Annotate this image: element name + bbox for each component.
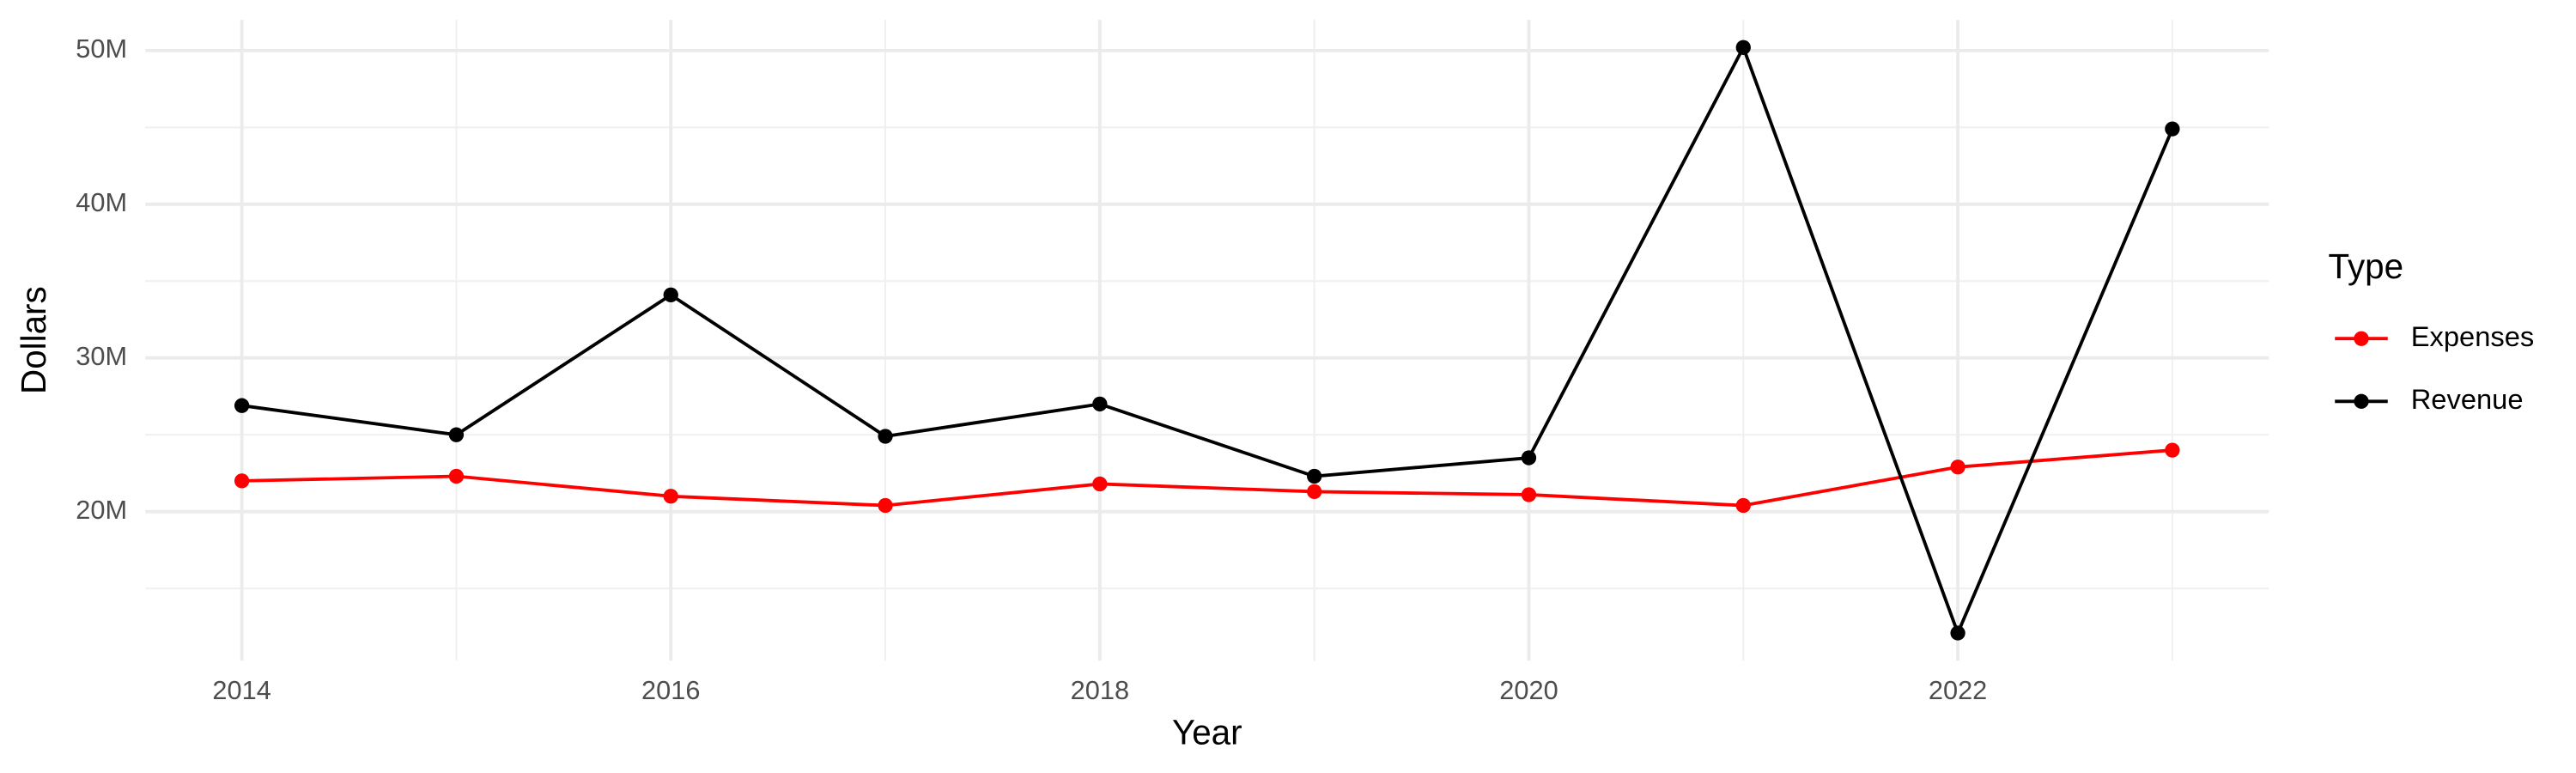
data-point: [1950, 460, 1965, 475]
legend-title: Type: [2329, 247, 2404, 286]
data-point: [663, 489, 678, 504]
x-tick-label: 2022: [1929, 675, 1987, 705]
data-point: [448, 468, 465, 484]
data-point: [1521, 487, 1537, 502]
data-point: [2165, 121, 2180, 137]
x-tick-label: 2014: [212, 675, 270, 705]
series-line: [241, 448, 2173, 508]
y-tick-label: 40M: [76, 187, 127, 217]
x-tick-label: 2016: [641, 675, 700, 705]
data-point: [234, 473, 250, 489]
y-tick-label: 30M: [76, 341, 127, 371]
x-axis-title: Year: [1172, 712, 1242, 752]
grid: [145, 20, 2269, 661]
legend-key-point: [2354, 331, 2369, 346]
x-tick-label: 2020: [1499, 675, 1558, 705]
data-point: [1735, 40, 1751, 55]
series-line: [241, 43, 2174, 638]
y-tick-label: 50M: [76, 33, 127, 64]
data-point: [878, 429, 893, 444]
data-point: [1307, 468, 1322, 484]
data-point: [1092, 396, 1108, 412]
data-point: [234, 398, 250, 413]
data-point: [878, 497, 893, 514]
y-axis-title: Dollars: [14, 286, 53, 394]
y-tick-label: 20M: [76, 495, 127, 525]
data-point: [448, 427, 465, 442]
data-point: [2165, 442, 2180, 458]
x-tick-label: 2018: [1071, 675, 1129, 705]
data-point: [1307, 484, 1322, 500]
legend-label: Revenue: [2411, 383, 2524, 415]
data-point: [1950, 625, 1965, 641]
data-point: [1092, 476, 1108, 492]
legend-label: Expenses: [2411, 320, 2535, 352]
legend-key-point: [2354, 393, 2369, 409]
data-point: [1735, 497, 1751, 514]
data-point: [1521, 450, 1537, 466]
data-point: [663, 287, 678, 303]
